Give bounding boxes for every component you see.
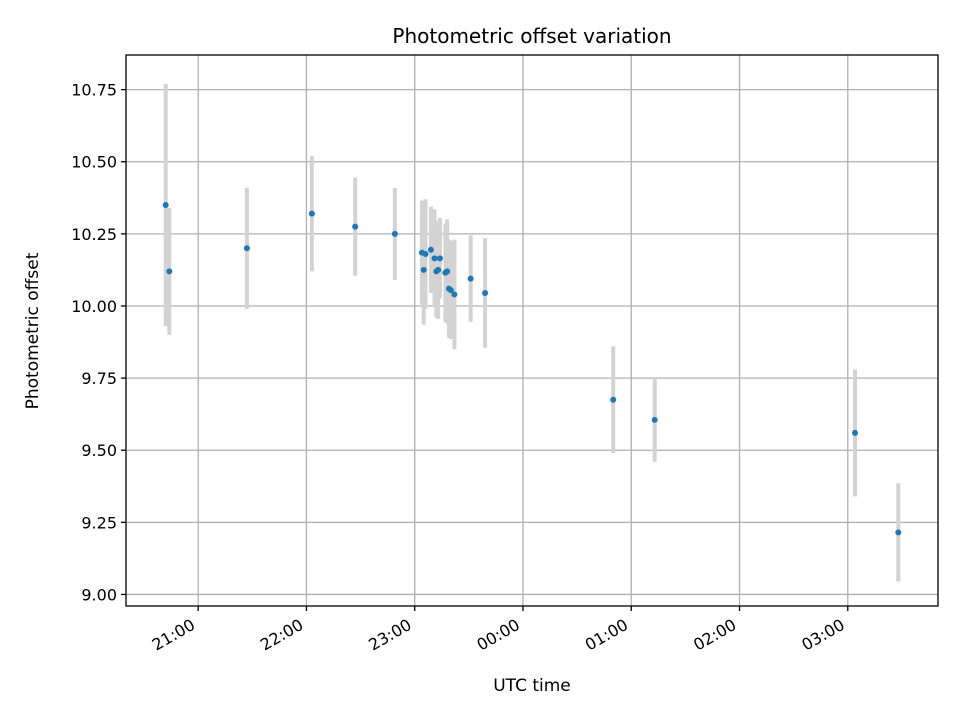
y-tick-label: 10.50 <box>71 153 117 172</box>
data-point <box>435 266 442 273</box>
y-axis-label: Photometric offset <box>23 252 43 409</box>
grid <box>126 55 938 606</box>
y-tick-label: 9.75 <box>81 369 117 388</box>
data-point <box>444 268 451 275</box>
data-point <box>610 396 617 403</box>
data-point <box>651 416 658 423</box>
data-point <box>427 246 434 253</box>
data-point <box>431 255 438 262</box>
y-axis-ticks: 9.00 9.25 9.50 9.75 10.00 10.25 10.50 10.75 <box>71 81 126 604</box>
plot-frame <box>125 54 939 607</box>
y-tick-label: 9.25 <box>81 513 117 532</box>
data-point <box>436 255 443 262</box>
data-point <box>482 289 489 296</box>
data-point <box>352 223 359 230</box>
data-point <box>467 275 474 282</box>
data-point <box>166 268 173 275</box>
x-axis-label: UTC time <box>493 676 571 696</box>
y-tick-label: 9.00 <box>81 585 117 604</box>
data-point <box>243 245 250 252</box>
y-tick-label: 10.25 <box>71 225 117 244</box>
chart-title: Photometric offset variation <box>392 24 671 48</box>
data-points <box>162 202 902 536</box>
data-point <box>895 529 902 536</box>
data-point <box>420 266 427 273</box>
data-point <box>162 202 169 209</box>
y-tick-label: 10.75 <box>71 81 117 100</box>
data-point <box>851 429 858 436</box>
data-point <box>308 210 315 217</box>
data-point <box>391 230 398 237</box>
data-point <box>422 251 429 258</box>
y-tick-label: 9.50 <box>81 441 117 460</box>
data-point <box>451 291 458 298</box>
data-point <box>447 287 454 294</box>
y-tick-label: 10.00 <box>71 297 117 316</box>
